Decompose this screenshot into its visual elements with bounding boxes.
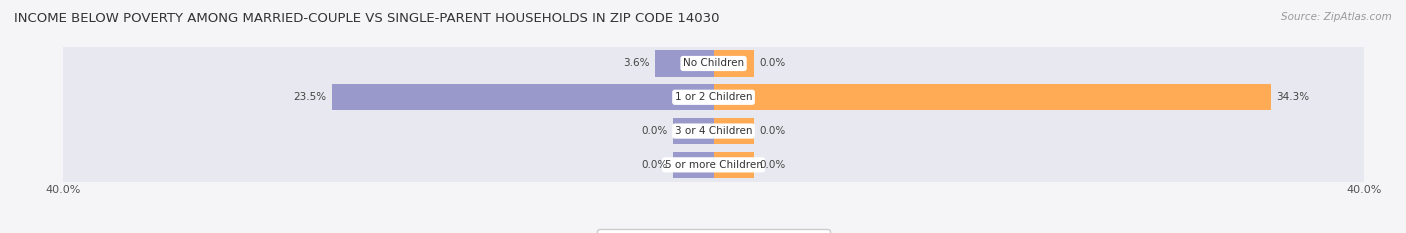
- Bar: [713, 50, 754, 77]
- Text: INCOME BELOW POVERTY AMONG MARRIED-COUPLE VS SINGLE-PARENT HOUSEHOLDS IN ZIP COD: INCOME BELOW POVERTY AMONG MARRIED-COUPL…: [14, 12, 720, 25]
- Text: 0.0%: 0.0%: [641, 126, 668, 136]
- Text: 0.0%: 0.0%: [759, 126, 786, 136]
- Bar: [332, 84, 713, 110]
- Text: 23.5%: 23.5%: [294, 92, 326, 102]
- Bar: [655, 50, 713, 77]
- Bar: [673, 118, 713, 144]
- Bar: [673, 152, 713, 178]
- Text: 0.0%: 0.0%: [759, 58, 786, 69]
- Text: 1 or 2 Children: 1 or 2 Children: [675, 92, 752, 102]
- Text: 0.0%: 0.0%: [641, 160, 668, 170]
- Text: 5 or more Children: 5 or more Children: [665, 160, 762, 170]
- Bar: [713, 152, 754, 178]
- Text: 34.3%: 34.3%: [1277, 92, 1309, 102]
- Bar: [63, 47, 1364, 80]
- Bar: [713, 84, 1271, 110]
- Bar: [63, 114, 1364, 148]
- Text: No Children: No Children: [683, 58, 744, 69]
- Text: Source: ZipAtlas.com: Source: ZipAtlas.com: [1281, 12, 1392, 22]
- Text: 3.6%: 3.6%: [624, 58, 650, 69]
- Bar: [713, 118, 754, 144]
- Bar: [63, 148, 1364, 182]
- Text: 0.0%: 0.0%: [759, 160, 786, 170]
- Legend: Married Couples, Single Parents: Married Couples, Single Parents: [598, 229, 830, 233]
- Bar: [63, 80, 1364, 114]
- Text: 3 or 4 Children: 3 or 4 Children: [675, 126, 752, 136]
